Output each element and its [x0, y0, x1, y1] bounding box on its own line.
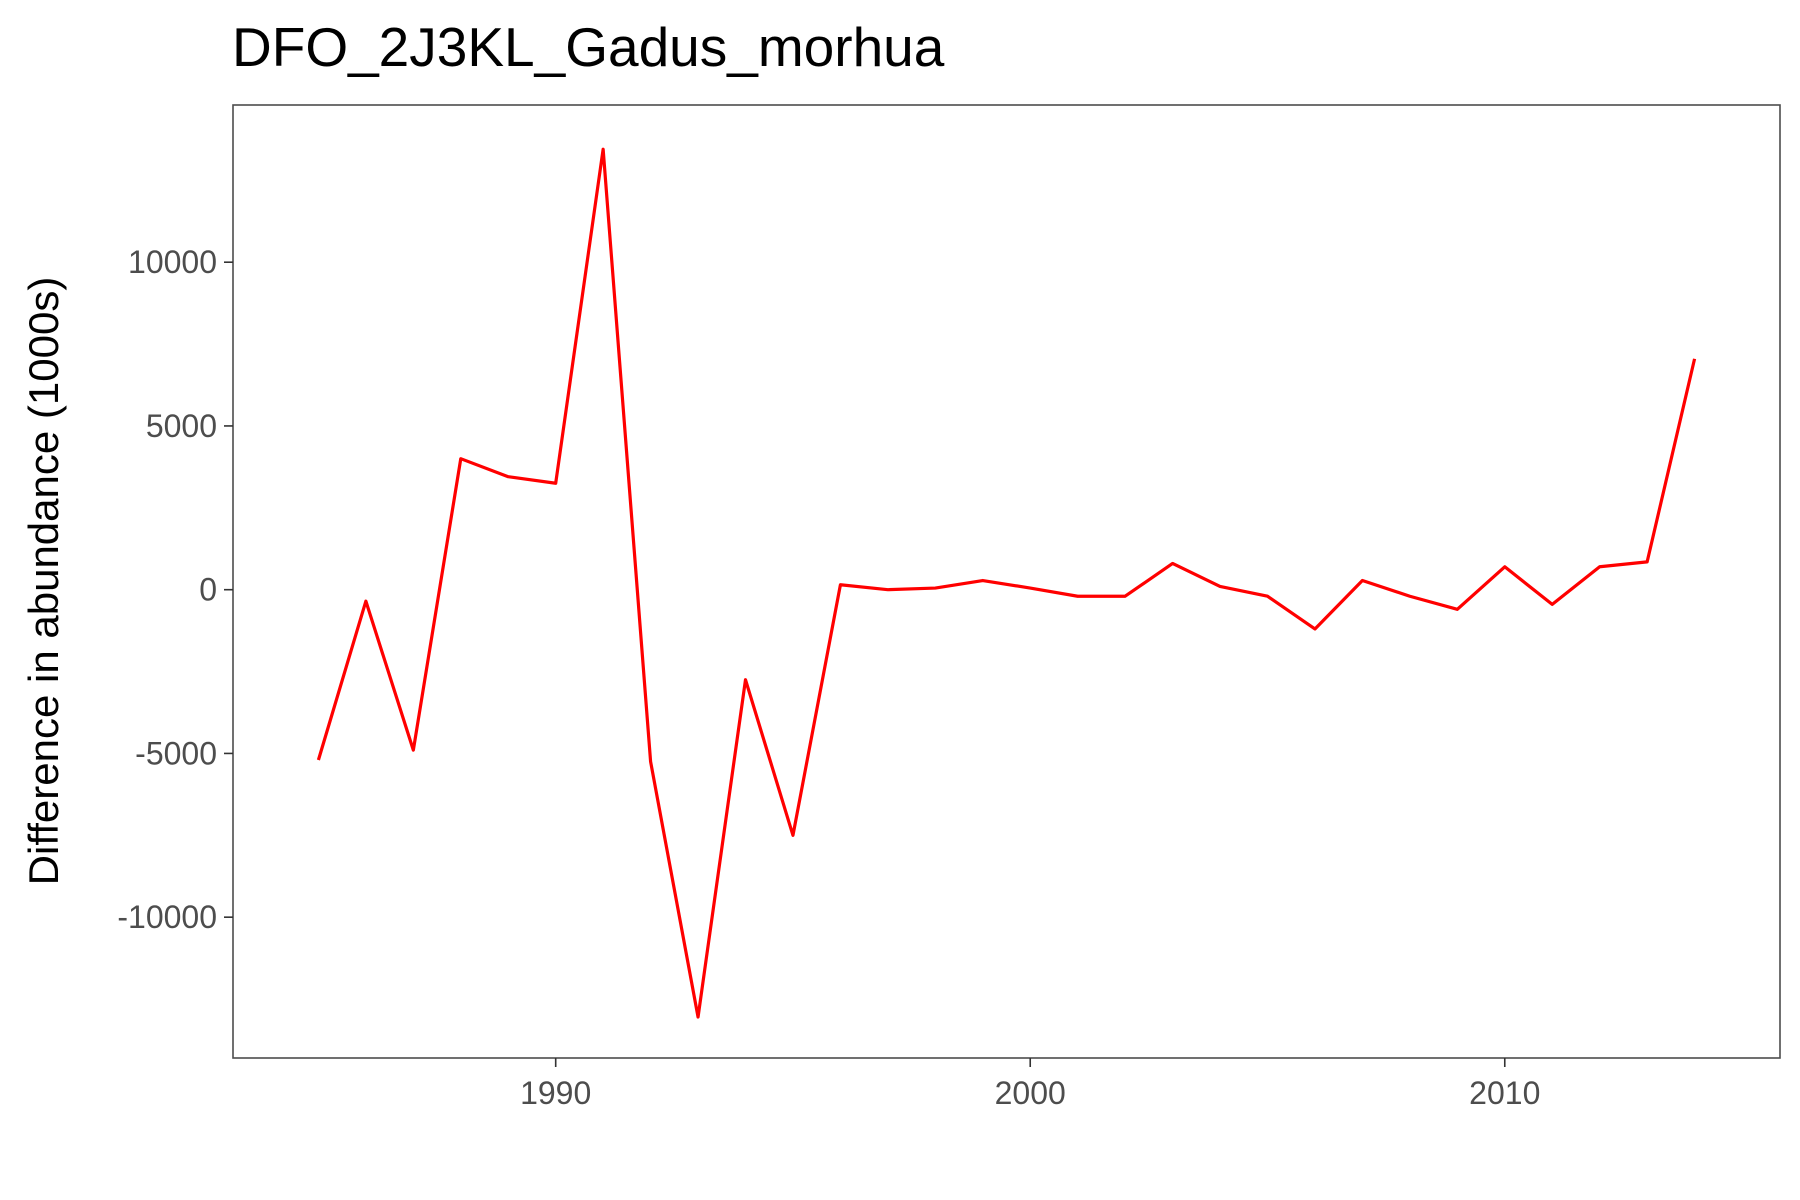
y-axis-title: Difference in abundance (1000s) [20, 277, 67, 886]
x-tick-label: 2010 [1469, 1075, 1540, 1111]
series-line-0 [316, 147, 1697, 1019]
series-layer [316, 147, 1697, 1019]
x-tick-label: 2000 [995, 1075, 1066, 1111]
y-axis: 10000 5000 0 -5000 -10000 [117, 244, 233, 935]
y-tick-label: -5000 [135, 735, 217, 771]
x-axis: 1990 2000 2010 [520, 1058, 1540, 1111]
y-tick-label: 5000 [146, 408, 217, 444]
y-tick-label: -10000 [117, 899, 217, 935]
plot-panel [232, 104, 1781, 1059]
y-tick-label: 10000 [128, 244, 217, 280]
chart-title: DFO_2J3KL_Gadus_morhua [232, 16, 945, 78]
y-tick-label: 0 [199, 572, 217, 608]
x-tick-label: 1990 [520, 1075, 591, 1111]
